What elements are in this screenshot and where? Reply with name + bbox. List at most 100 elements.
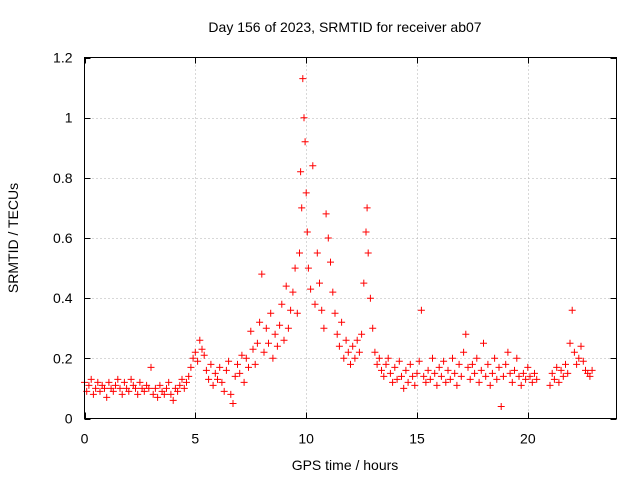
data-point bbox=[198, 345, 206, 353]
data-point bbox=[568, 306, 576, 314]
data-point bbox=[468, 360, 476, 368]
data-point bbox=[149, 390, 157, 398]
data-point bbox=[238, 351, 246, 359]
data-point bbox=[522, 375, 530, 383]
data-point bbox=[267, 309, 275, 317]
data-point bbox=[194, 357, 202, 365]
data-point bbox=[586, 372, 594, 380]
data-point bbox=[453, 381, 461, 389]
y-tick-label: 1 bbox=[65, 110, 73, 126]
data-point bbox=[307, 285, 315, 293]
data-point bbox=[278, 300, 286, 308]
y-tick-label: 0.2 bbox=[53, 350, 73, 366]
data-point bbox=[344, 348, 352, 356]
data-point bbox=[575, 354, 583, 362]
data-point bbox=[262, 324, 270, 332]
data-series bbox=[81, 75, 596, 410]
data-point bbox=[533, 375, 541, 383]
data-point bbox=[511, 366, 518, 374]
x-tick-label: 20 bbox=[520, 431, 536, 447]
data-point bbox=[506, 369, 514, 377]
data-point bbox=[417, 306, 425, 314]
data-point bbox=[473, 354, 481, 362]
data-point bbox=[429, 354, 436, 362]
data-point bbox=[242, 354, 250, 362]
data-point bbox=[300, 114, 308, 122]
data-point bbox=[349, 342, 357, 350]
data-point bbox=[528, 378, 536, 386]
data-point bbox=[491, 354, 499, 362]
data-point bbox=[298, 204, 306, 212]
data-point bbox=[327, 258, 334, 266]
data-point bbox=[444, 366, 452, 374]
data-point bbox=[227, 390, 235, 398]
data-point bbox=[548, 369, 556, 377]
data-point bbox=[366, 294, 374, 302]
data-point bbox=[380, 372, 388, 380]
data-point bbox=[502, 360, 510, 368]
data-point bbox=[363, 204, 371, 212]
data-point bbox=[455, 360, 463, 368]
data-point bbox=[249, 345, 257, 353]
data-point bbox=[364, 249, 372, 257]
x-tick-label: 5 bbox=[191, 431, 199, 447]
data-point bbox=[269, 354, 277, 362]
data-point bbox=[515, 372, 523, 380]
x-tick-label: 10 bbox=[298, 431, 314, 447]
data-point bbox=[570, 348, 578, 356]
data-point bbox=[384, 354, 392, 362]
data-point bbox=[214, 375, 221, 383]
data-point bbox=[247, 327, 255, 335]
data-point bbox=[331, 309, 339, 317]
data-point bbox=[550, 375, 558, 383]
data-point bbox=[320, 324, 328, 332]
data-point bbox=[231, 372, 239, 380]
data-point bbox=[260, 348, 268, 356]
data-point bbox=[96, 387, 104, 395]
data-point bbox=[302, 189, 310, 197]
data-point bbox=[220, 387, 228, 395]
data-point bbox=[362, 228, 370, 236]
data-point bbox=[178, 375, 186, 383]
data-point bbox=[196, 336, 204, 344]
data-point bbox=[435, 363, 443, 371]
data-point bbox=[118, 390, 126, 398]
data-point bbox=[276, 321, 284, 329]
data-point bbox=[446, 375, 454, 383]
data-point bbox=[299, 75, 307, 83]
y-tick-label: 0.6 bbox=[53, 230, 73, 246]
data-point bbox=[404, 378, 412, 386]
data-point bbox=[180, 384, 188, 392]
data-point bbox=[174, 387, 182, 395]
data-point bbox=[517, 381, 525, 389]
data-point bbox=[154, 393, 162, 401]
data-point bbox=[167, 390, 175, 398]
data-point bbox=[449, 354, 456, 362]
data-point bbox=[311, 300, 319, 308]
data-point bbox=[103, 393, 111, 401]
data-point bbox=[187, 363, 195, 371]
data-point bbox=[526, 372, 534, 380]
axes: 0 5 10 15 20 0 0.2 0.4 0.6 0.8 1 1.2 bbox=[53, 50, 617, 447]
data-point bbox=[202, 366, 210, 374]
y-tick-label: 0 bbox=[65, 411, 73, 427]
data-point bbox=[145, 384, 153, 392]
data-point bbox=[460, 348, 468, 356]
data-point bbox=[562, 360, 569, 368]
data-point bbox=[437, 372, 445, 380]
data-point bbox=[342, 336, 350, 344]
data-point bbox=[316, 279, 323, 287]
data-point bbox=[335, 342, 343, 350]
data-point bbox=[338, 318, 346, 326]
data-point bbox=[442, 378, 450, 386]
data-point bbox=[573, 360, 581, 368]
data-point bbox=[324, 234, 332, 242]
data-point bbox=[156, 381, 164, 389]
data-point bbox=[579, 357, 587, 365]
data-point bbox=[251, 360, 259, 368]
data-point bbox=[564, 369, 572, 377]
data-point bbox=[531, 369, 538, 377]
data-point bbox=[293, 309, 301, 317]
data-point bbox=[234, 360, 241, 368]
data-point bbox=[322, 210, 330, 218]
